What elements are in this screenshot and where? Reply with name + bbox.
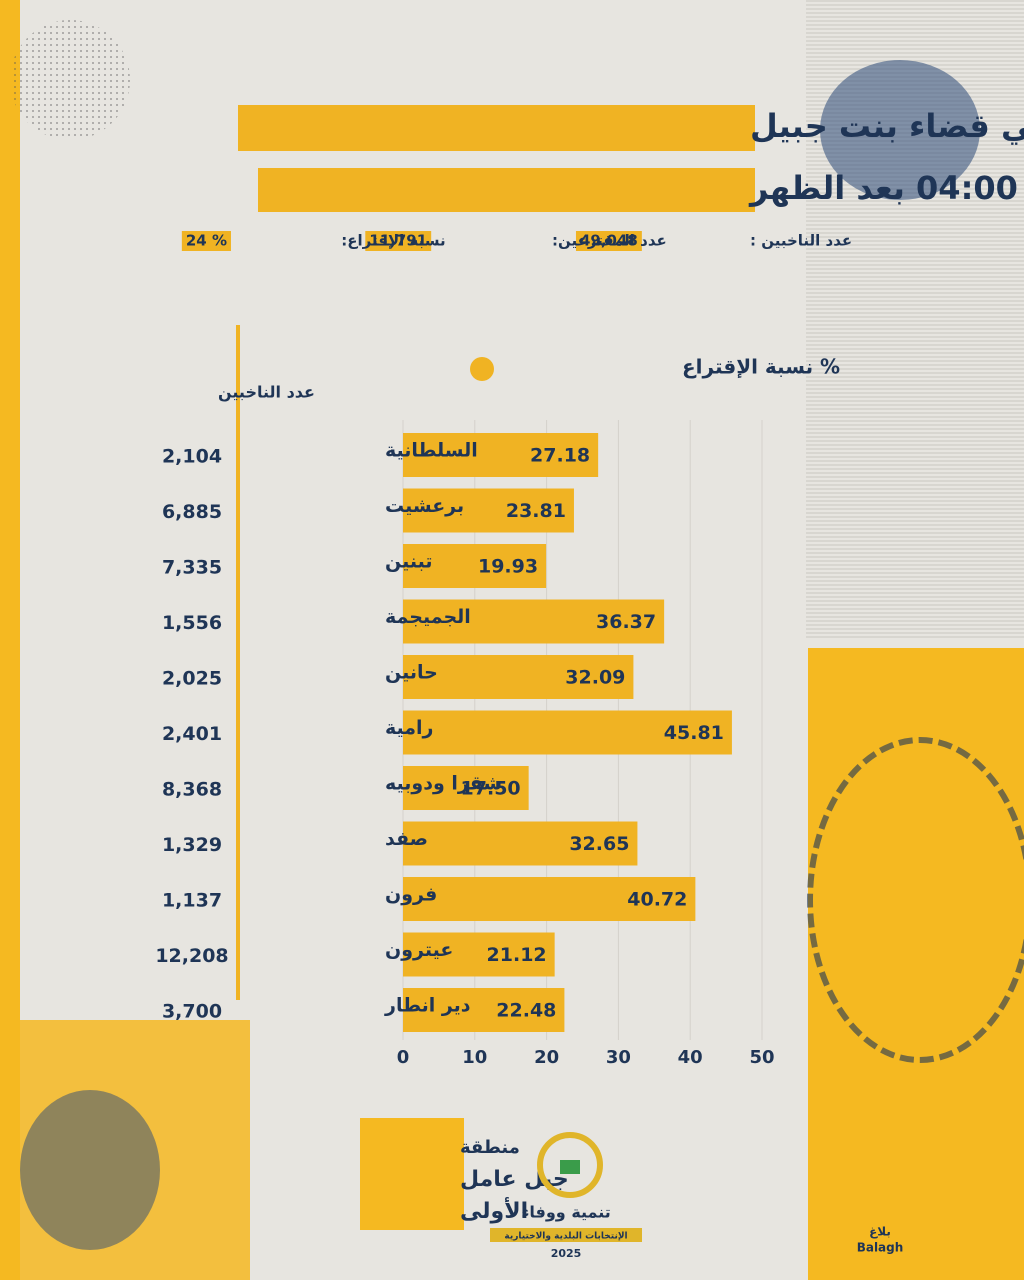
value-label: 32.09 (565, 667, 625, 689)
bar (403, 988, 565, 1032)
voter-count: 3,700 (162, 1001, 222, 1023)
bar (403, 766, 529, 810)
divider (236, 325, 240, 1000)
value-label: 19.93 (478, 556, 538, 578)
value-label: 21.12 (487, 944, 547, 966)
x-tick-label: 0 (397, 1047, 410, 1068)
logo-band (490, 1228, 642, 1242)
x-tick-label: 20 (534, 1047, 559, 1068)
voter-count: 1,329 (162, 834, 222, 856)
region: منطقة (460, 1137, 520, 1158)
bar (403, 710, 732, 755)
subtitle: تقرير الساعة 04:00 بعد الظهر (748, 169, 1024, 207)
voter-count: 1,137 (162, 890, 222, 912)
category-label: تبنين (385, 551, 433, 573)
bar (403, 821, 638, 866)
x-tick-label: 30 (606, 1047, 631, 1068)
voters-header: عدد الناخبين (218, 383, 315, 402)
value-label: 23.81 (506, 500, 566, 522)
category-label: صفد (385, 828, 428, 850)
bar (403, 655, 634, 699)
fingerprint (20, 1090, 160, 1250)
category-label: برعشيت (385, 495, 464, 517)
value-label: 45.81 (664, 722, 724, 744)
category-label: فرون (385, 884, 437, 906)
stat-value: 11,791 (369, 232, 427, 250)
voter-count: 2,104 (162, 446, 222, 468)
fingerprint (820, 60, 980, 200)
value-label: 22.48 (496, 1000, 556, 1022)
stat-label: عدد المقترعين: (552, 232, 667, 250)
logo-tagline: الإنتخابات البلدية والاختيارية (504, 1232, 627, 1242)
voter-count: 2,025 (162, 668, 222, 690)
logo-icon (537, 1132, 603, 1198)
stat-highlight (575, 231, 642, 251)
subtitle-highlight (258, 168, 755, 212)
stat-highlight (365, 231, 432, 251)
category-label: السلطانية (385, 440, 478, 462)
voter-count: 1,556 (162, 612, 222, 634)
voter-count: 2,401 (162, 723, 222, 745)
bar (403, 932, 555, 977)
bar (403, 544, 547, 588)
x-tick-label: 10 (462, 1047, 487, 1068)
voter-count: 7,335 (162, 557, 222, 579)
legend-dot (470, 357, 494, 381)
voter-count: 6,885 (162, 501, 222, 523)
bar (403, 877, 696, 921)
right-panel (808, 648, 1024, 1280)
value-label: 27.18 (530, 445, 590, 467)
legend-label: % نسبة الإقتراع (682, 355, 840, 379)
logo-name: تنمية ووفاء (521, 1203, 611, 1222)
brand: Balagh (857, 1241, 904, 1255)
stat-value: 49,048 (580, 232, 638, 250)
bar (403, 433, 599, 477)
left-strip (0, 0, 20, 1280)
category-label: رامية (385, 717, 434, 739)
value-label: 36.37 (596, 611, 656, 633)
voter-count: 12,208 (155, 945, 228, 967)
stat-highlight (181, 231, 231, 251)
title: نسب الإقتراع في قضاء بنت جبيل (750, 107, 1024, 145)
value-label: 32.65 (569, 833, 629, 855)
bar (403, 599, 665, 644)
dot-circle (10, 20, 130, 140)
stat-value: 24 % (186, 232, 227, 250)
bar (403, 488, 574, 533)
logo-year: 2025 (551, 1247, 582, 1260)
region: الأولى (460, 1196, 528, 1224)
title-highlight (238, 105, 755, 151)
category-label: الجميجمة (385, 606, 471, 628)
x-tick-label: 50 (749, 1047, 774, 1068)
voter-count: 8,368 (162, 779, 222, 801)
value-label: 17.50 (461, 778, 521, 800)
category-label: حانين (385, 662, 438, 684)
region-box (360, 1118, 464, 1230)
brand: بلاغ (869, 1225, 891, 1239)
category-label: عيترون (385, 939, 453, 961)
x-tick-label: 40 (678, 1047, 703, 1068)
stat-label: نسبة الإقتراع: (341, 232, 445, 250)
category-label: دير انطار (384, 995, 471, 1017)
value-label: 40.72 (627, 889, 687, 911)
logo-icon (560, 1160, 580, 1174)
category-label: شقرا ودوبيه (385, 773, 502, 795)
fingerprint (807, 737, 1024, 1063)
stat-label: عدد الناخبين : (750, 232, 852, 250)
